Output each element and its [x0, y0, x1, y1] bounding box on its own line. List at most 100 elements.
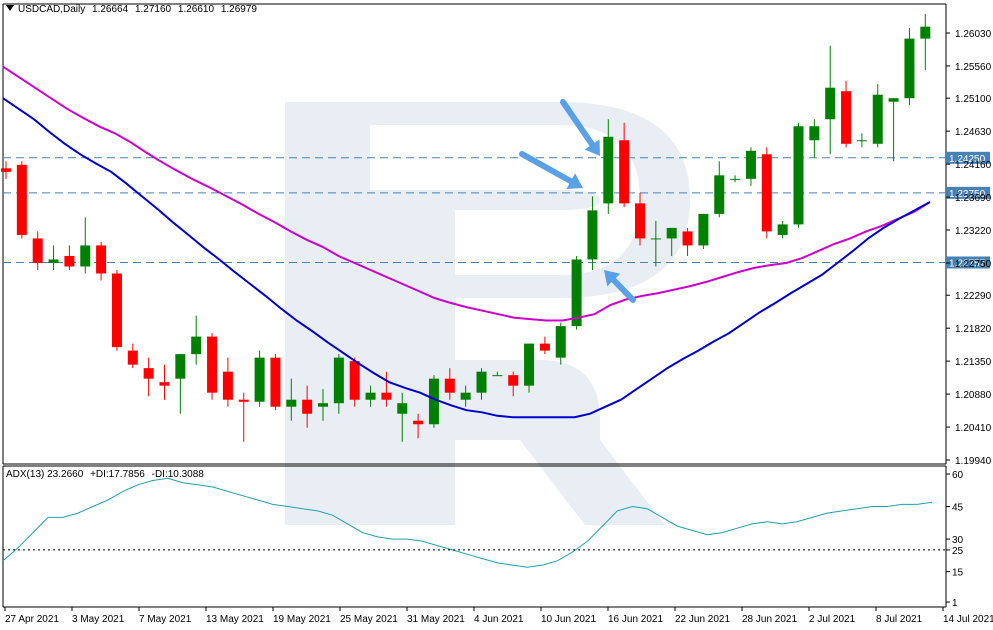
candle-body	[318, 403, 328, 407]
y-tick-label: 1.24630	[955, 127, 992, 138]
candle-body	[127, 350, 138, 365]
adx-tick-label: 30	[952, 535, 964, 546]
symbol-label: USDCAD,Daily	[18, 4, 86, 15]
x-tick-label: 4 Jun 2021	[474, 614, 524, 625]
level-label: 1.24250	[949, 154, 986, 165]
x-tick-label: 7 May 2021	[139, 614, 192, 625]
adx-series-line	[2, 477, 933, 568]
adx-line	[2, 477, 933, 568]
candle-body	[349, 361, 360, 400]
candle-body	[524, 343, 535, 386]
candle-body	[666, 227, 677, 239]
level-label: 1.23750	[949, 189, 986, 200]
candle-body	[428, 378, 439, 425]
candle-body	[841, 91, 852, 144]
candle-body	[159, 382, 170, 386]
candle-body	[777, 224, 788, 235]
candle-body	[333, 357, 344, 404]
arrow-shaft	[610, 277, 636, 303]
annotation-arrows	[519, 99, 636, 303]
candle-body	[32, 238, 43, 263]
chart-header: USDCAD,Daily 1.26664 1.27160 1.26610 1.2…	[6, 4, 261, 15]
ohlc-close: 1.26979	[220, 4, 257, 15]
candle-body	[476, 371, 487, 393]
candle-body	[856, 140, 867, 142]
candle-body	[619, 140, 630, 204]
y-tick-label: 1.21350	[955, 357, 992, 368]
y-tick-label: 1.20410	[955, 423, 992, 434]
x-tick-label: 2 Jul 2021	[809, 614, 856, 625]
candle-body	[365, 392, 376, 400]
candle-body	[413, 420, 424, 425]
candle-body	[302, 399, 313, 414]
candle-body	[539, 343, 550, 351]
x-tick-label: 27 Apr 2021	[5, 614, 59, 625]
x-tick-label: 28 Jun 2021	[742, 614, 797, 625]
candle-body	[904, 38, 915, 99]
candle-body	[207, 336, 218, 393]
adx-pane	[2, 465, 947, 608]
candle-body	[64, 255, 75, 267]
plus-di-label: +DI:17.7856	[90, 469, 145, 480]
candle-body	[492, 375, 503, 377]
candlestick-series	[1, 14, 931, 442]
candle-body	[381, 392, 392, 400]
y-tick-label: 1.23220	[955, 226, 992, 237]
ma-slow-line	[2, 97, 931, 419]
candle-body	[16, 164, 27, 235]
candle-body	[397, 403, 408, 414]
candle-body	[888, 98, 899, 102]
candle-body	[238, 399, 249, 402]
candle-body	[587, 210, 598, 260]
candle-body	[80, 245, 91, 267]
candle-body	[460, 392, 471, 400]
candle-body	[508, 375, 519, 386]
candle-body	[254, 357, 265, 402]
level-label-bg	[946, 186, 990, 199]
price-pane	[2, 3, 947, 465]
x-tick-label: 13 May 2021	[206, 614, 264, 625]
y-tick-label: 1.20880	[955, 390, 992, 401]
candle-body	[920, 26, 931, 39]
x-tick-label: 22 Jun 2021	[675, 614, 730, 625]
y-tick-label: 1.19940	[955, 456, 992, 467]
x-tick-label: 3 May 2021	[72, 614, 125, 625]
candle-body	[650, 238, 661, 240]
price-axis: 1.26030 1.25560 1.25100 1.24630 1.24160 1.236…	[946, 29, 992, 467]
adx-tick-label: 45	[952, 503, 964, 514]
y-tick-label: 1.25560	[955, 62, 992, 73]
watermark-shape	[285, 102, 690, 525]
level-label-bg	[946, 151, 990, 164]
candle-body	[175, 354, 186, 379]
arrow-icon	[604, 270, 636, 303]
candle-body	[761, 154, 772, 232]
candle-body	[555, 326, 566, 358]
candle-body	[698, 213, 709, 246]
x-tick-label: 16 Jun 2021	[608, 614, 663, 625]
arrow-head	[566, 173, 583, 190]
y-tick-label: 1.22750	[955, 259, 992, 270]
candle-body	[682, 231, 693, 246]
ohlc-high: 1.27160	[134, 4, 172, 15]
minus-di-label: -DI:10.3088	[151, 469, 204, 480]
x-tick-label: 31 May 2021	[407, 614, 465, 625]
candle-body	[571, 259, 582, 327]
time-axis: 27 Apr 2021 3 May 2021 7 May 2021 13 May 20…	[4, 607, 993, 625]
ohlc-low: 1.26610	[177, 4, 215, 15]
candle-body	[730, 178, 741, 180]
chevron-down-icon[interactable]	[6, 5, 14, 11]
y-tick-label: 1.26030	[955, 29, 992, 40]
level-label-bg	[946, 256, 990, 269]
candle-body	[745, 150, 756, 179]
y-tick-label: 1.22290	[955, 291, 992, 302]
candle-body	[286, 399, 297, 407]
candle-body	[270, 357, 281, 407]
x-tick-label: 19 May 2021	[273, 614, 331, 625]
arrow-icon	[560, 99, 600, 156]
candle-body	[1, 168, 11, 172]
arrow-head	[604, 270, 621, 287]
indicator-header: ADX(13) 23.2660 +DI:17.7856 -DI:10.3088	[6, 469, 208, 480]
candle-body	[809, 126, 820, 141]
support-resistance-levels: 1.24250 1.23750 1.22757	[3, 151, 990, 269]
